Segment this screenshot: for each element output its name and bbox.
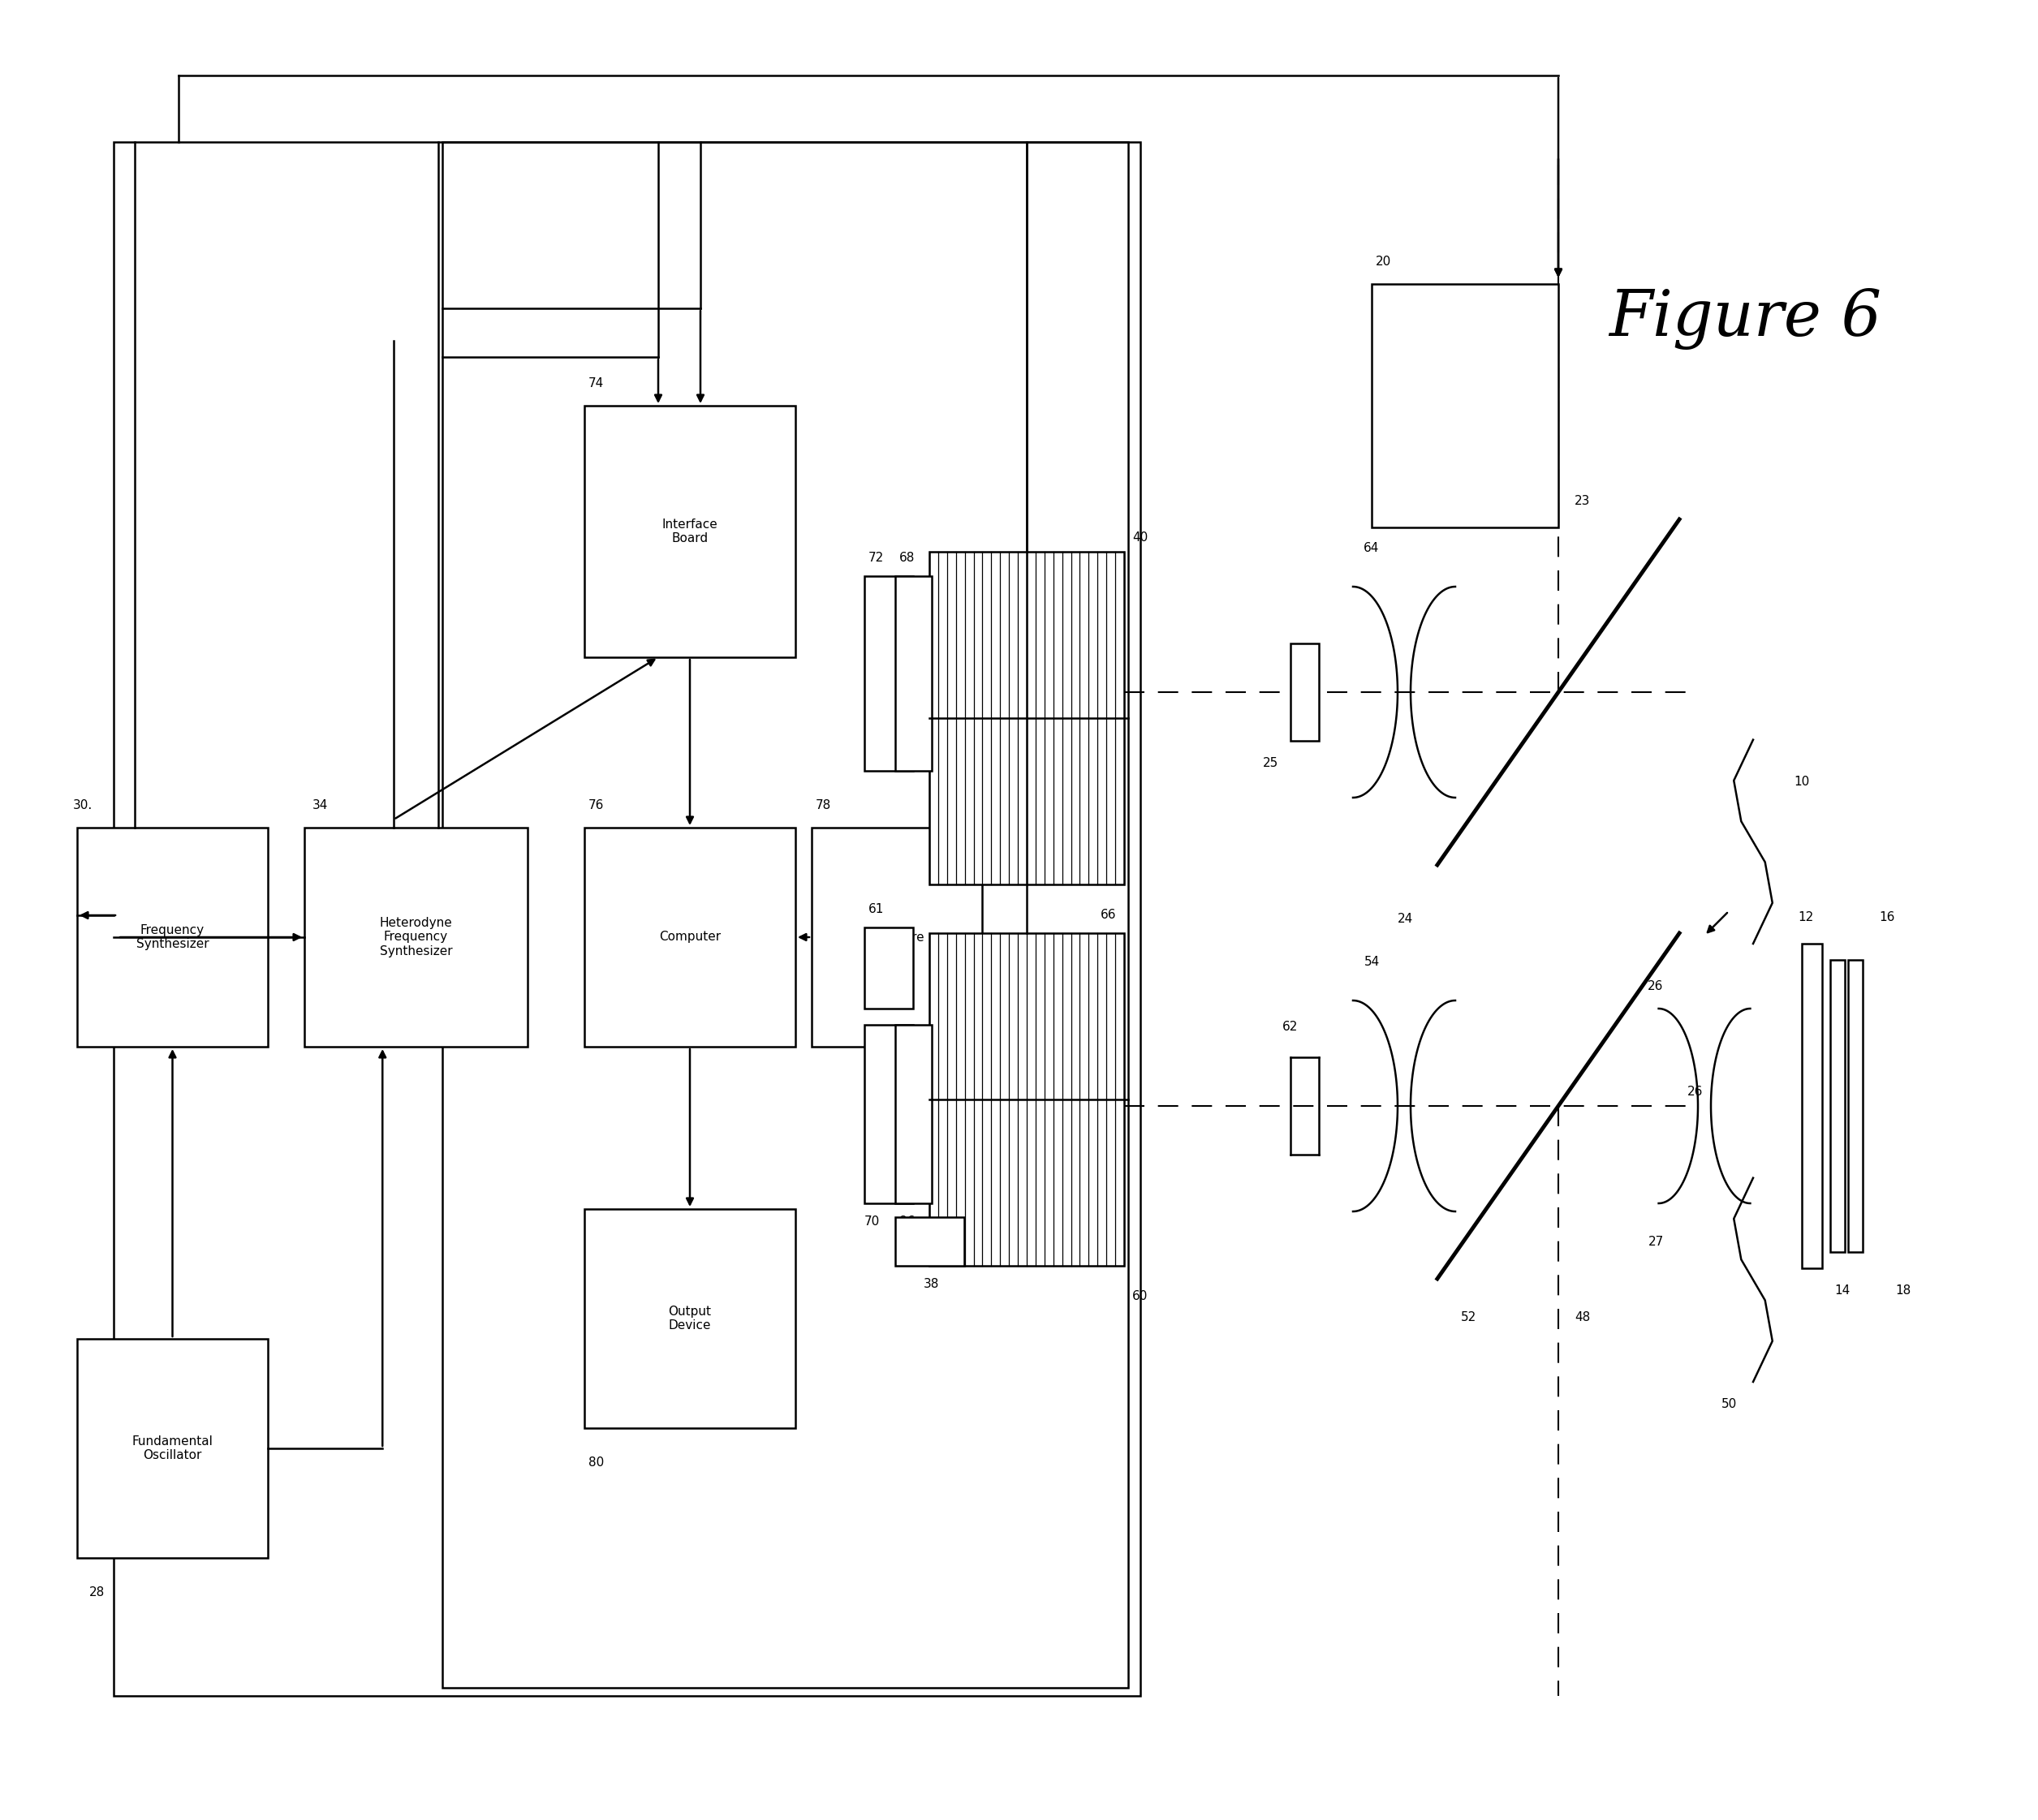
Text: 86: 86 (899, 1216, 915, 1228)
Bar (442, 142, 1129, 1687)
Text: 25: 25 (1264, 757, 1278, 770)
Text: 62: 62 (1282, 1021, 1298, 1034)
Text: 72: 72 (868, 551, 884, 564)
Text: 27: 27 (1649, 1236, 1663, 1249)
Text: 64: 64 (1363, 542, 1380, 555)
Text: 74: 74 (589, 377, 603, 389)
Bar (585, 406, 795, 657)
Text: Fundamental
Oscillator: Fundamental Oscillator (132, 1436, 214, 1461)
Bar (929, 934, 1125, 1265)
Bar (1372, 284, 1559, 528)
Bar (1830, 959, 1844, 1252)
Text: 30.: 30. (73, 799, 92, 812)
Bar (1848, 959, 1863, 1252)
Bar (811, 828, 982, 1046)
Bar (895, 1218, 964, 1265)
Text: 68: 68 (899, 551, 915, 564)
Bar (895, 577, 931, 772)
Bar (1802, 945, 1822, 1269)
Text: Figure 6: Figure 6 (1608, 288, 1881, 349)
Text: 18: 18 (1895, 1285, 1912, 1296)
Text: Output
Device: Output Device (668, 1305, 711, 1332)
Text: 20: 20 (1376, 255, 1392, 268)
Text: 76: 76 (589, 799, 603, 812)
Text: 26: 26 (1649, 981, 1663, 992)
Text: 78: 78 (815, 799, 832, 812)
Text: 61: 61 (868, 903, 884, 915)
Text: 14: 14 (1834, 1285, 1851, 1296)
Text: Computer: Computer (658, 932, 721, 943)
Bar (864, 1025, 913, 1203)
Text: Software: Software (870, 932, 925, 943)
Text: 26: 26 (1687, 1087, 1704, 1097)
Bar (1290, 644, 1319, 741)
Text: 16: 16 (1879, 912, 1895, 923)
Bar (114, 142, 1141, 1696)
Text: 24: 24 (1398, 914, 1412, 925)
Text: 66: 66 (1101, 908, 1117, 921)
Text: Heterodyne
Frequency
Synthesizer: Heterodyne Frequency Synthesizer (379, 917, 452, 957)
Text: 80: 80 (589, 1456, 603, 1469)
Text: 60: 60 (1133, 1290, 1147, 1303)
Text: Frequency
Synthesizer: Frequency Synthesizer (137, 925, 208, 950)
Text: Interface
Board: Interface Board (662, 519, 717, 544)
Text: 12: 12 (1798, 912, 1814, 923)
Bar (585, 1208, 795, 1429)
Text: 54: 54 (1363, 956, 1380, 968)
Text: 23: 23 (1575, 495, 1590, 508)
Text: 28: 28 (90, 1587, 104, 1598)
Bar (77, 828, 267, 1046)
Bar (864, 577, 913, 772)
Text: 22: 22 (1445, 491, 1461, 502)
Text: 38: 38 (923, 1278, 940, 1290)
Text: 10: 10 (1793, 775, 1810, 788)
Text: 40: 40 (1133, 531, 1147, 544)
Text: 50: 50 (1720, 1398, 1736, 1410)
Text: 48: 48 (1575, 1310, 1590, 1323)
Text: 34: 34 (312, 799, 328, 812)
Bar (929, 551, 1125, 885)
Text: 52: 52 (1461, 1310, 1478, 1323)
Bar (585, 828, 795, 1046)
Text: 70: 70 (864, 1216, 880, 1228)
Bar (77, 1340, 267, 1558)
Bar (864, 928, 913, 1008)
Bar (304, 828, 528, 1046)
Bar (895, 1025, 931, 1203)
